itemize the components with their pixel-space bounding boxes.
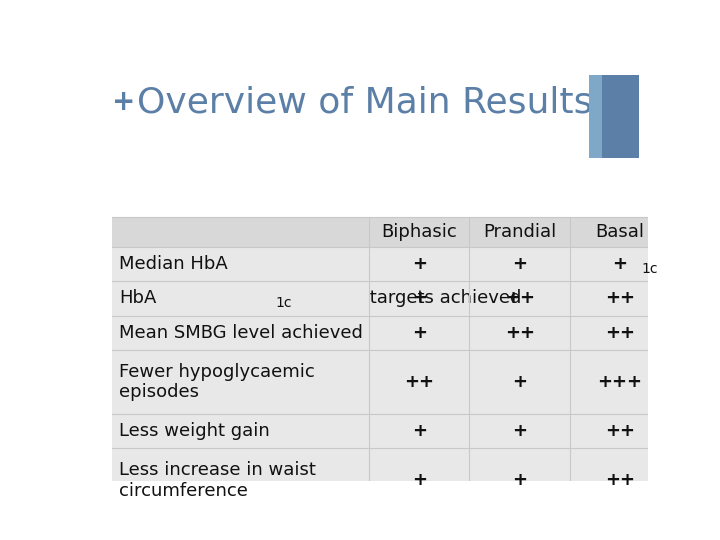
FancyBboxPatch shape: [112, 217, 670, 512]
Text: Mean SMBG level achieved: Mean SMBG level achieved: [119, 324, 363, 342]
Text: +: +: [412, 422, 427, 440]
FancyBboxPatch shape: [602, 75, 639, 158]
Text: Basal: Basal: [595, 222, 644, 240]
Text: ++: ++: [605, 471, 635, 489]
Text: targets achieved: targets achieved: [364, 289, 522, 307]
Text: Less increase in waist
circumference: Less increase in waist circumference: [119, 461, 316, 500]
Text: +: +: [512, 373, 527, 391]
Text: +: +: [412, 255, 427, 273]
Text: ++: ++: [505, 324, 535, 342]
Text: ++: ++: [605, 289, 635, 307]
Text: +: +: [412, 324, 427, 342]
Text: +: +: [512, 255, 527, 273]
Text: +: +: [412, 289, 427, 307]
Text: HbA: HbA: [119, 289, 156, 307]
Text: Less weight gain: Less weight gain: [119, 422, 270, 440]
Text: 1c: 1c: [642, 262, 658, 276]
Text: +: +: [412, 471, 427, 489]
Text: +: +: [613, 255, 628, 273]
Text: Overview of Main Results: Overview of Main Results: [138, 85, 593, 119]
Text: +: +: [512, 422, 527, 440]
Text: Biphasic: Biphasic: [382, 222, 457, 240]
Text: Prandial: Prandial: [483, 222, 557, 240]
FancyBboxPatch shape: [590, 75, 602, 158]
Text: ++: ++: [605, 422, 635, 440]
Text: ++: ++: [605, 324, 635, 342]
Text: ++: ++: [505, 289, 535, 307]
Text: +: +: [112, 87, 135, 116]
Text: Median HbA: Median HbA: [119, 255, 228, 273]
Text: 1c: 1c: [276, 296, 292, 310]
Text: +++: +++: [598, 373, 642, 391]
Text: Fewer hypoglycaemic
episodes: Fewer hypoglycaemic episodes: [119, 362, 315, 401]
FancyBboxPatch shape: [112, 217, 670, 246]
Text: +: +: [512, 471, 527, 489]
Text: ++: ++: [404, 373, 434, 391]
